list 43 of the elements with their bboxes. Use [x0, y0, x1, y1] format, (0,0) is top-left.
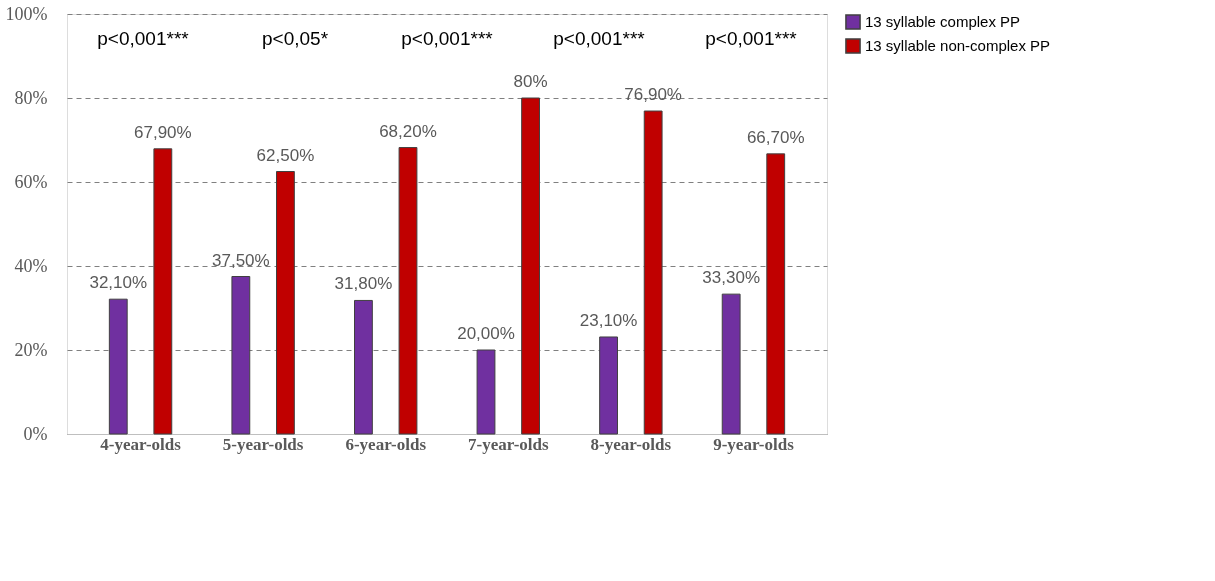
annotation: p<0,001***: [705, 28, 798, 50]
data-label: 80%: [513, 72, 548, 91]
data-label: 33,30%: [702, 268, 760, 288]
legend-label: 13 syllable non-complex PP: [865, 37, 1051, 54]
annotation: p<0,001***: [553, 28, 646, 50]
data-label: 20,00%: [457, 324, 515, 343]
annotation: p<0,05*: [261, 28, 329, 50]
bar: [354, 299, 373, 435]
data-label: 37,50%: [212, 250, 270, 270]
bar: [153, 148, 173, 435]
x-tick-label: 4-year-olds: [100, 434, 182, 454]
x-tick-label: 5-year-olds: [222, 434, 304, 454]
bar: [276, 171, 295, 435]
data-label: 23,10%: [579, 310, 638, 330]
y-tick-label: 100%: [5, 3, 48, 24]
annotation: p<0,001***: [97, 28, 190, 50]
legend-label: 13 syllable complex PP: [865, 13, 1021, 30]
x-tick-label: 7-year-olds: [468, 434, 549, 454]
annotation: p<0,001***: [401, 28, 494, 50]
y-tick-label: 20%: [14, 339, 48, 360]
data-label: 76,90%: [624, 85, 682, 105]
y-tick-label: 40%: [14, 255, 48, 276]
y-tick-label: 60%: [14, 171, 48, 192]
bar: [599, 336, 618, 435]
data-label: 62,50%: [256, 145, 315, 165]
bar: [108, 298, 128, 435]
y-tick-label: 80%: [14, 87, 48, 108]
x-tick-label: 9-year-olds: [713, 434, 795, 454]
bar: [398, 147, 418, 435]
x-tick-label: 8-year-olds: [590, 434, 672, 454]
bar: [766, 153, 786, 435]
bar: [521, 97, 540, 435]
x-tick-label: 6-year-olds: [345, 434, 427, 454]
data-label: 31,80%: [334, 274, 393, 294]
bar: [643, 110, 663, 435]
data-label: 68,20%: [379, 121, 437, 141]
data-label: 67,90%: [134, 122, 192, 142]
bar: [721, 293, 741, 435]
data-label: 32,10%: [89, 273, 148, 293]
y-tick-label: 0%: [23, 423, 48, 444]
data-label: 66,70%: [746, 127, 805, 147]
bar: [231, 276, 251, 435]
bar: [476, 349, 496, 435]
